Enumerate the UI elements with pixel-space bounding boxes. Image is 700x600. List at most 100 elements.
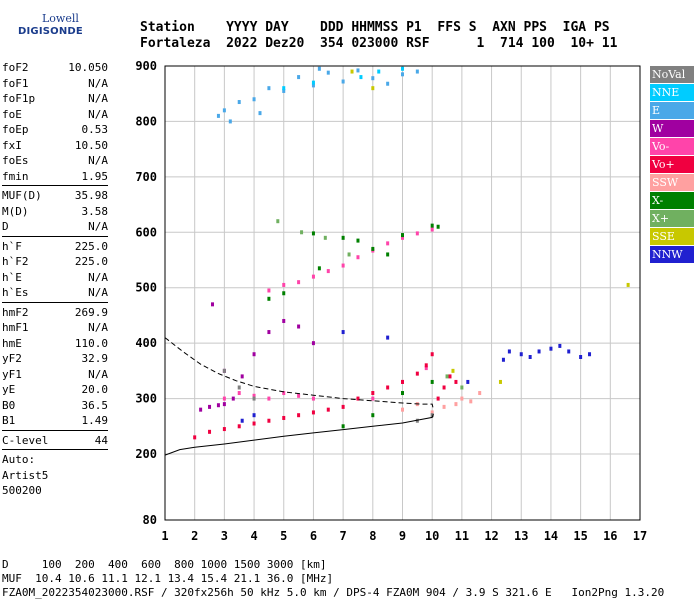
x-tick-label: 5 — [280, 529, 287, 543]
echo-point — [199, 407, 203, 412]
series-w — [199, 302, 315, 412]
echo-point — [267, 330, 271, 335]
echo-point — [430, 379, 434, 384]
param-value: N/A — [88, 76, 108, 90]
param-value: 35.98 — [74, 189, 108, 202]
legend-item-ssw: SSW — [650, 173, 694, 192]
digisonde-logo: Lowell DIGISONDE — [6, 4, 83, 44]
param-divider — [2, 301, 108, 303]
legend-item-xplus: X+ — [650, 209, 694, 228]
echo-point — [297, 413, 301, 418]
echo-point — [311, 231, 315, 236]
header-values: Fortaleza 2022 Dez20 354 023000 RSF 1 71… — [140, 36, 618, 51]
autoscaling-info: Auto: Artist5 500200 — [2, 452, 108, 499]
param-name: C-level — [2, 433, 49, 447]
param-name: h`E — [2, 270, 22, 284]
echo-point — [208, 404, 212, 409]
echo-point — [359, 75, 363, 80]
echo-point — [211, 302, 214, 307]
x-tick-label: 6 — [310, 529, 317, 543]
autoscaling-line: Artist5 — [2, 468, 49, 482]
echo-point — [297, 324, 301, 329]
param-name: foEp — [2, 123, 29, 136]
footer-distance: D 100 200 400 600 800 1000 1500 3000 [km… — [2, 558, 327, 571]
param-name: hmF2 — [2, 305, 29, 319]
param-row-hf: h`F 225.0 — [2, 239, 108, 255]
param-value: 3.58 — [81, 204, 109, 218]
series-xplus — [276, 219, 464, 390]
echo-point — [371, 76, 375, 81]
x-tick-label: 7 — [340, 529, 347, 543]
echo-point — [237, 391, 241, 396]
echo-point — [252, 352, 256, 357]
legend-item-noval: NoVal — [650, 66, 694, 84]
echo-point — [282, 282, 286, 287]
echo-point — [537, 349, 541, 354]
echo-point — [311, 80, 315, 85]
echo-point — [371, 396, 375, 401]
param-row-mufd: MUF(D) 35.98 — [2, 188, 108, 204]
param-name: D — [2, 220, 9, 233]
axis-ticks: 1 2 3 4 5 6 7 8 9 10 11 12 13 14 15 16 17802003004005006… — [135, 59, 647, 543]
echo-point — [507, 349, 511, 354]
echo-point — [311, 410, 315, 415]
echo-point — [276, 219, 280, 224]
y-tick-label: 300 — [135, 392, 157, 406]
echo-point — [430, 413, 434, 418]
echo-point — [341, 424, 345, 429]
series-e — [216, 66, 419, 124]
echo-point — [401, 391, 404, 396]
param-row-fof1: foF1 N/A — [2, 76, 108, 92]
param-value: N/A — [88, 154, 108, 167]
echo-point — [231, 396, 235, 401]
dashed-profile-curve — [164, 337, 434, 410]
echo-point — [415, 231, 419, 236]
echo-point — [377, 69, 381, 74]
echo-point — [297, 75, 301, 80]
echo-point — [326, 407, 330, 412]
param-row-b0: B0 36.5 — [2, 398, 108, 414]
echo-point — [386, 385, 390, 390]
legend-item-nnw: NNW — [650, 245, 694, 264]
echo-point — [579, 355, 583, 359]
plot-frame — [164, 65, 641, 521]
echo-point — [430, 227, 434, 232]
echo-point — [193, 435, 197, 440]
series-vominus — [222, 227, 434, 401]
echo-point — [430, 223, 434, 228]
param-value: 20.0 — [81, 383, 109, 396]
legend-item-voplus: Vo+ — [650, 155, 694, 174]
param-name: yE — [2, 383, 16, 396]
y-tick-label: 600 — [135, 225, 157, 239]
param-value: N/A — [88, 220, 108, 233]
param-row-fof2: foF2 10.050 — [2, 60, 108, 76]
param-row-clevel: C-level 44 — [2, 433, 108, 449]
footer-file-info: FZA0M_2022354023000.RSF / 320fx256h 50 k… — [2, 586, 665, 599]
param-row-hes: h`Es N/A — [2, 285, 108, 301]
param-row-yf1: yF1 N/A — [2, 367, 108, 383]
echo-point — [228, 119, 232, 124]
echo-point — [267, 288, 271, 293]
echo-point — [401, 66, 404, 71]
series-xminus — [267, 223, 440, 429]
echo-point — [460, 385, 464, 390]
legend-item-w: W — [650, 119, 694, 138]
param-name: foF2 — [2, 61, 29, 74]
param-value: 269.9 — [74, 305, 108, 319]
echo-point — [267, 396, 271, 401]
echo-point — [237, 385, 241, 390]
param-name: yF2 — [2, 352, 22, 365]
echo-point — [297, 280, 301, 285]
echo-point — [252, 396, 256, 401]
echo-points — [193, 66, 630, 440]
logo-lowell-text: Lowell — [42, 12, 79, 25]
echo-point — [460, 396, 464, 401]
footer-info: D 100 200 400 600 800 1000 1500 3000 [km… — [2, 558, 664, 600]
echo-point — [240, 418, 244, 423]
echo-point — [519, 352, 523, 357]
echo-point — [326, 70, 330, 75]
legend-item-e: E — [650, 101, 694, 120]
y-tick-label: 200 — [135, 447, 157, 461]
echo-point — [341, 404, 345, 409]
echo-point — [442, 385, 446, 390]
